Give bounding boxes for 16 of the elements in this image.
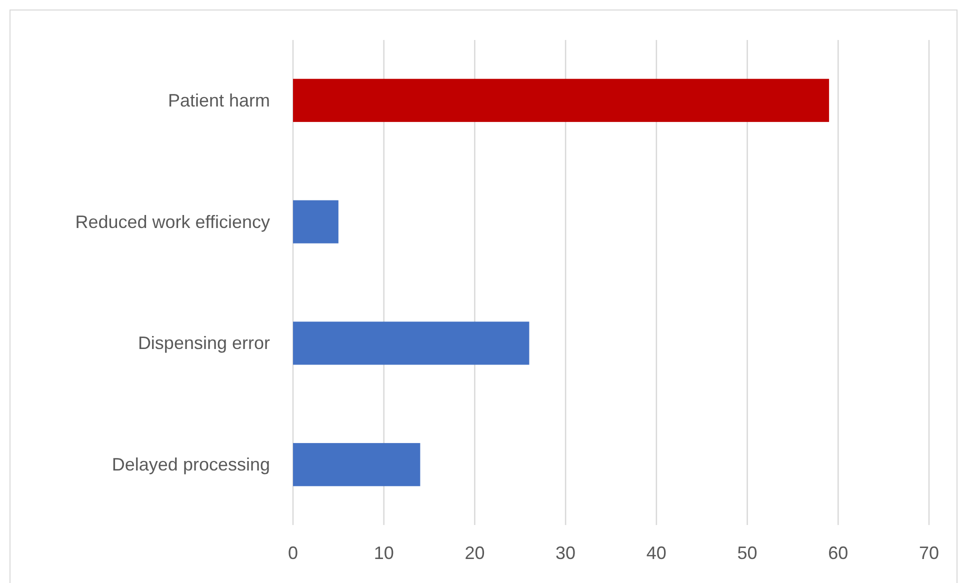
y-tick-label: Delayed processing bbox=[112, 454, 270, 475]
x-tick-label: 30 bbox=[556, 543, 576, 563]
x-tick-label: 20 bbox=[464, 543, 485, 563]
bar bbox=[293, 443, 420, 486]
y-tick-label: Patient harm bbox=[168, 90, 270, 110]
x-tick-label: 10 bbox=[374, 543, 394, 563]
x-tick-label: 50 bbox=[737, 543, 758, 563]
x-tick-label: 70 bbox=[918, 543, 940, 563]
bar bbox=[293, 200, 338, 244]
y-tick-label: Dispensing error bbox=[138, 333, 270, 354]
bar bbox=[293, 78, 830, 122]
x-tick-label: 40 bbox=[646, 543, 666, 563]
x-tick-label: 60 bbox=[828, 543, 848, 563]
y-tick-label: Reduced work efficiency bbox=[75, 212, 270, 232]
bar bbox=[293, 322, 530, 365]
x-tick-label: 0 bbox=[288, 543, 298, 563]
